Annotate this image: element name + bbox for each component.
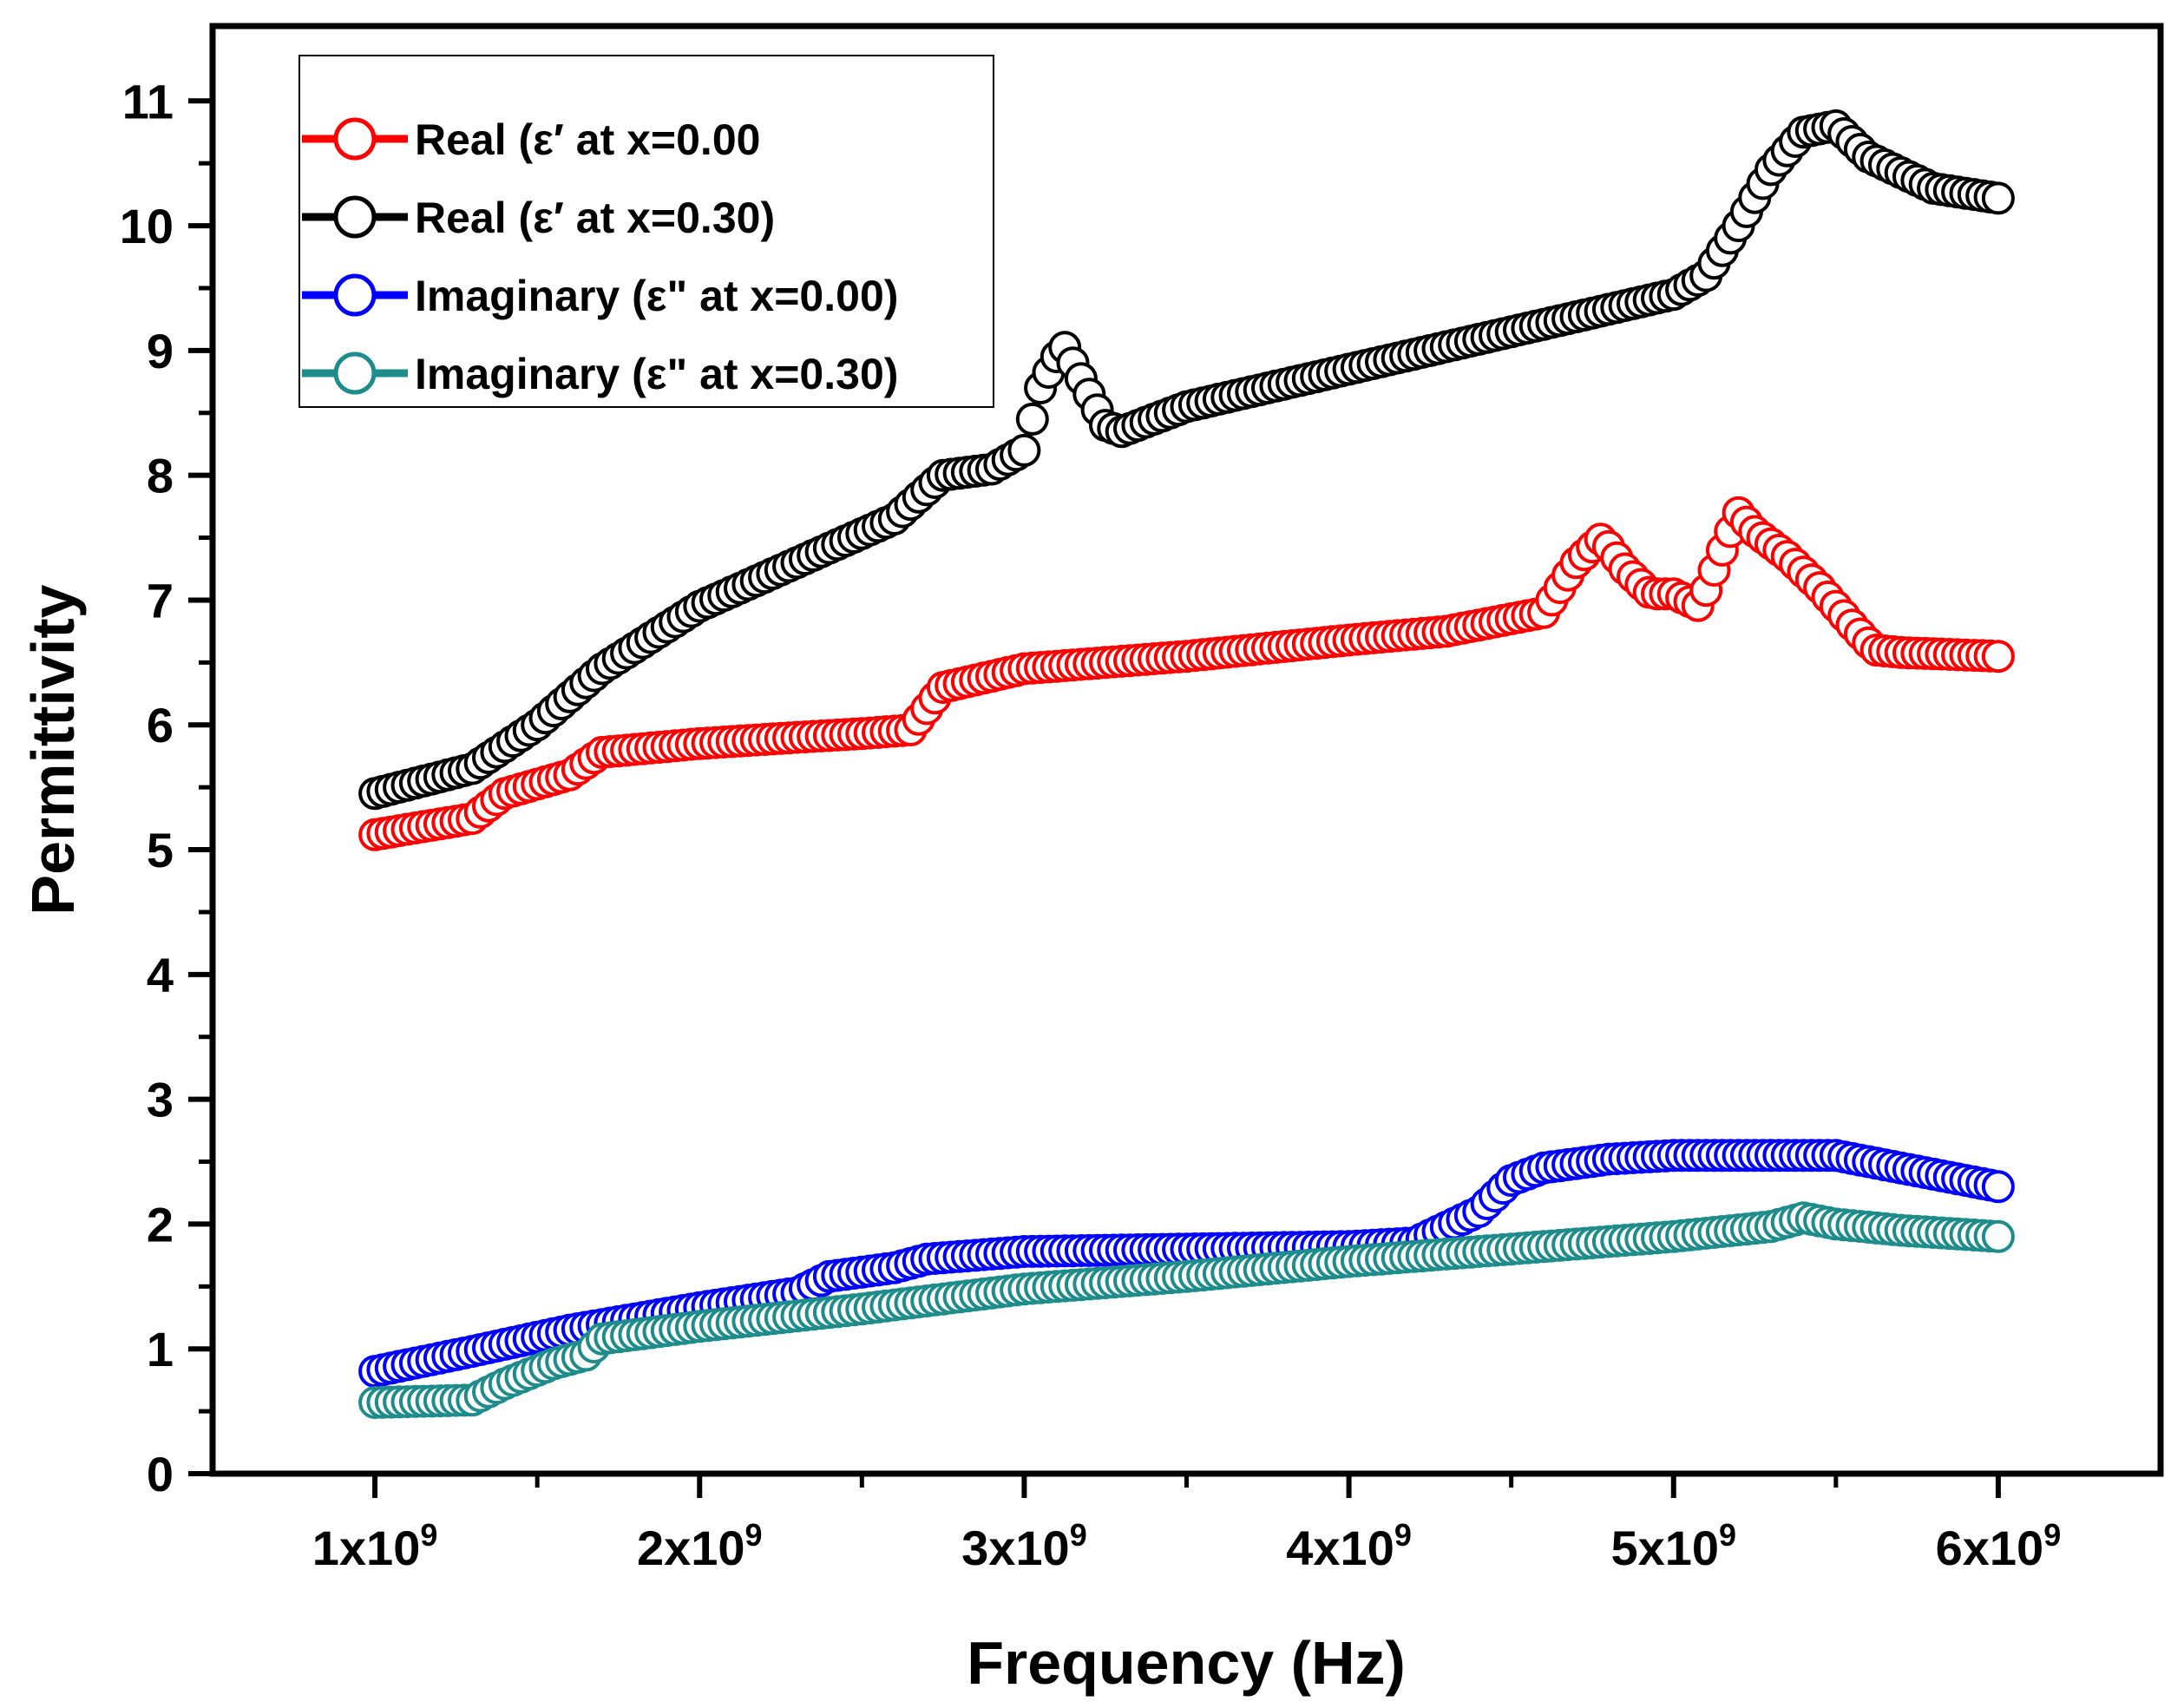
y-tick-label: 9 xyxy=(147,324,174,378)
x-tick-label: 1x109 xyxy=(312,1517,438,1575)
y-tick-label: 10 xyxy=(120,199,174,253)
x-tick-base: 1x10 xyxy=(312,1521,421,1575)
labels-layer: 1x109 2x109 3x109 4x109 5x109 6x1090123456789… xyxy=(120,74,2062,1575)
data-point xyxy=(1981,640,2015,673)
y-tick-label: 0 xyxy=(147,1447,174,1501)
x-tick-label: 4x109 xyxy=(1286,1517,1412,1575)
y-tick-label: 6 xyxy=(147,698,174,752)
y-tick-label: 1 xyxy=(147,1322,174,1376)
legend-label: Real (ε′ at x=0.00 xyxy=(415,115,760,164)
legend: Real (ε′ at x=0.00 Real (ε′ at x=0.30) Ima… xyxy=(298,55,994,408)
x-tick-label: 2x109 xyxy=(637,1517,763,1575)
legend-label: Real (ε′ at x=0.30) xyxy=(415,194,775,242)
x-tick-base: 6x10 xyxy=(1936,1521,2044,1575)
data-point xyxy=(1981,1170,2015,1204)
y-tick-label: 11 xyxy=(122,74,174,128)
legend-swatch-marker xyxy=(333,351,377,395)
series-1 xyxy=(358,496,2015,851)
y-axis-title: Permittivity xyxy=(19,584,87,915)
y-tick-label: 2 xyxy=(147,1197,174,1251)
x-tick-base: 3x10 xyxy=(961,1521,1070,1575)
x-tick-exponent: 9 xyxy=(1394,1517,1412,1553)
data-point xyxy=(1007,433,1041,467)
x-tick-label: 3x109 xyxy=(961,1517,1087,1575)
x-tick-exponent: 9 xyxy=(1719,1517,1736,1553)
x-tick-exponent: 9 xyxy=(420,1517,437,1553)
series-layer xyxy=(358,109,2015,1419)
ticks-layer xyxy=(188,98,2001,1498)
series-2 xyxy=(358,109,2015,811)
y-tick-label: 4 xyxy=(147,948,174,1002)
y-tick-label: 3 xyxy=(147,1073,174,1127)
legend-label: Imaginary (ε" at x=0.00) xyxy=(415,272,898,320)
x-tick-base: 2x10 xyxy=(637,1521,745,1575)
x-tick-label: 5x109 xyxy=(1610,1517,1736,1575)
legend-swatch-marker xyxy=(333,273,377,317)
y-tick-label: 8 xyxy=(147,449,174,503)
legend-label: Imaginary (ε" at x=0.30) xyxy=(415,350,898,398)
x-tick-exponent: 9 xyxy=(2043,1517,2061,1553)
x-tick-label: 6x109 xyxy=(1936,1517,2062,1575)
data-point xyxy=(1981,1219,2015,1253)
x-tick-base: 5x10 xyxy=(1610,1521,1719,1575)
x-axis-title: Frequency (Hz) xyxy=(967,1629,1406,1697)
x-tick-exponent: 9 xyxy=(745,1517,763,1553)
data-point xyxy=(1981,181,2015,215)
legend-swatch-marker xyxy=(333,195,377,239)
y-tick-label: 7 xyxy=(147,573,174,627)
legend-swatch-marker xyxy=(333,117,377,161)
x-tick-exponent: 9 xyxy=(1070,1517,1087,1553)
series-4 xyxy=(358,1201,2015,1419)
data-point xyxy=(1015,402,1049,436)
legend-box xyxy=(298,55,994,408)
x-tick-base: 4x10 xyxy=(1286,1521,1394,1575)
y-tick-label: 5 xyxy=(147,823,174,877)
